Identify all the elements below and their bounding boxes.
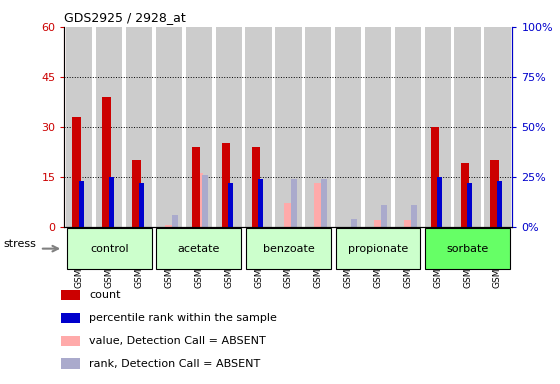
Bar: [395, 27, 421, 227]
Bar: [109, 177, 114, 227]
Bar: [72, 117, 81, 227]
Text: stress: stress: [3, 239, 36, 249]
Bar: [335, 27, 361, 227]
Bar: [202, 175, 208, 227]
Bar: [461, 163, 469, 227]
Bar: [258, 179, 263, 227]
Bar: [132, 160, 141, 227]
Text: rank, Detection Call = ABSENT: rank, Detection Call = ABSENT: [89, 359, 260, 369]
Bar: [404, 220, 412, 227]
Bar: [165, 225, 173, 227]
FancyBboxPatch shape: [335, 228, 421, 269]
Bar: [139, 183, 143, 227]
Text: propionate: propionate: [348, 243, 408, 254]
FancyBboxPatch shape: [156, 228, 241, 269]
Bar: [172, 215, 178, 227]
Bar: [437, 177, 442, 227]
Bar: [216, 27, 242, 227]
Bar: [351, 218, 357, 227]
FancyBboxPatch shape: [425, 228, 510, 269]
Text: benzoate: benzoate: [263, 243, 314, 254]
Bar: [276, 27, 301, 227]
Text: acetate: acetate: [178, 243, 220, 254]
Bar: [468, 183, 472, 227]
Bar: [431, 127, 440, 227]
FancyBboxPatch shape: [67, 228, 152, 269]
Bar: [374, 220, 382, 227]
Bar: [251, 147, 260, 227]
Bar: [314, 183, 323, 227]
Bar: [126, 27, 152, 227]
Bar: [284, 203, 293, 227]
Bar: [484, 27, 511, 227]
Bar: [60, 313, 80, 323]
Bar: [228, 183, 233, 227]
Bar: [102, 97, 111, 227]
Bar: [156, 27, 182, 227]
Bar: [491, 160, 499, 227]
Bar: [497, 180, 502, 227]
Bar: [96, 27, 122, 227]
Bar: [60, 358, 80, 369]
Bar: [245, 27, 272, 227]
Bar: [424, 27, 451, 227]
Bar: [321, 179, 327, 227]
Bar: [381, 205, 387, 227]
Bar: [66, 27, 92, 227]
Bar: [411, 205, 417, 227]
Bar: [455, 27, 480, 227]
Bar: [60, 336, 80, 346]
Bar: [192, 147, 200, 227]
FancyBboxPatch shape: [246, 228, 331, 269]
Text: sorbate: sorbate: [446, 243, 489, 254]
Bar: [79, 180, 84, 227]
Bar: [186, 27, 212, 227]
Bar: [305, 27, 332, 227]
Text: value, Detection Call = ABSENT: value, Detection Call = ABSENT: [89, 336, 266, 346]
Bar: [60, 290, 80, 300]
Bar: [365, 27, 391, 227]
Bar: [291, 179, 297, 227]
Text: control: control: [90, 243, 128, 254]
Bar: [222, 143, 230, 227]
Text: count: count: [89, 290, 121, 300]
Text: GDS2925 / 2928_at: GDS2925 / 2928_at: [64, 11, 186, 24]
Bar: [194, 173, 203, 227]
Text: percentile rank within the sample: percentile rank within the sample: [89, 313, 277, 323]
